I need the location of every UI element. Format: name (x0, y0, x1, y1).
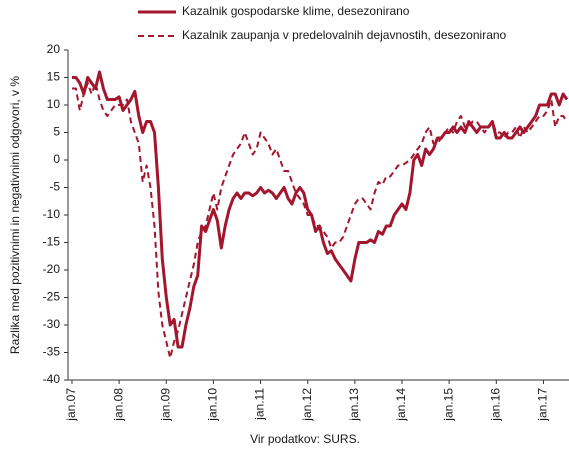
legend-label: Kazalnik gospodarske klime, desezonirano (182, 4, 410, 18)
x-tick-label: jan.12 (300, 388, 314, 422)
y-tick-label: -5 (49, 180, 60, 194)
x-tick-label: jan.16 (488, 388, 502, 422)
series-line (72, 82, 568, 359)
x-tick-label: jan.15 (441, 388, 455, 422)
y-tick-label: 10 (47, 97, 61, 111)
x-tick-label: jan.09 (158, 388, 172, 422)
x-tick-label: jan.11 (253, 388, 267, 421)
x-tick-label: jan.08 (111, 388, 125, 422)
source-note: Vir podatkov: SURS. (250, 432, 360, 446)
y-tick-label: 0 (53, 152, 60, 166)
y-tick-label: -30 (43, 317, 61, 331)
y-axis-label: Razlika med pozitivnimi in negativnimi o… (8, 76, 22, 354)
y-tick-label: -20 (43, 262, 61, 276)
y-tick-label: -35 (43, 345, 61, 359)
y-tick-label: 20 (47, 42, 61, 56)
y-tick-label: -40 (43, 372, 61, 386)
x-tick-label: jan.17 (536, 388, 550, 422)
y-tick-label: 5 (53, 125, 60, 139)
legend-label: Kazalnik zaupanja v predelovalnih dejavn… (182, 28, 507, 42)
series-line (72, 70, 569, 349)
y-tick-label: -15 (43, 235, 61, 249)
y-tick-label: 15 (47, 70, 61, 84)
x-tick-label: jan.13 (347, 388, 361, 422)
x-tick-label: jan.14 (394, 388, 408, 422)
y-tick-label: -10 (43, 207, 61, 221)
y-tick-label: -25 (43, 290, 61, 304)
x-tick-label: jan.10 (206, 388, 220, 422)
x-tick-label: jan.07 (64, 388, 78, 422)
